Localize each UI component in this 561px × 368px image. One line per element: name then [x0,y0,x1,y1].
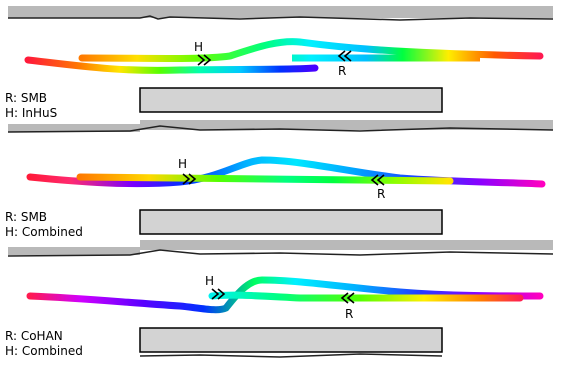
robot-planner-label: R: CoHAN [5,329,63,343]
robot-trajectory [208,291,524,302]
human-model-label: H: Combined [5,225,83,239]
wall-band [140,120,553,130]
human-trajectory [24,56,319,74]
robot-trajectory [76,173,454,185]
human-direction-chevron [197,54,212,66]
robot-direction-chevron [337,50,352,62]
panel-1-labels: R: SMB H: InHuS [5,91,57,121]
obstacle-block [139,327,443,353]
robot-marker: R [377,187,385,201]
human-trajectory [26,276,544,314]
robot-planner-label: R: SMB [5,210,48,224]
human-model-label: H: InHuS [5,106,58,120]
human-direction-chevron [211,288,226,300]
wall-band-left [8,247,140,255]
obstacle-block [139,209,443,235]
panel-3: H R [26,274,544,358]
panel-3-labels: R: CoHAN H: Combined [5,329,83,359]
robot-trajectory [78,38,544,62]
robot-marker: R [345,307,353,321]
wall-band-top [8,6,554,21]
human-marker: H [178,157,187,171]
robot-direction-chevron [340,292,355,304]
wall-band-left [8,124,140,132]
human-direction-chevron [182,173,197,185]
robot-marker: R [338,64,346,78]
wall-band [140,240,553,250]
panel-1: H R [7,38,554,133]
panel-2: H R [7,156,554,257]
panel-2-labels: R: SMB H: Combined [5,210,83,240]
human-marker: H [205,274,214,288]
human-marker: H [194,40,203,54]
human-model-label: H: Combined [5,344,83,358]
robot-direction-chevron [370,174,385,186]
obstacle-block [139,87,443,113]
robot-planner-label: R: SMB [5,91,48,105]
